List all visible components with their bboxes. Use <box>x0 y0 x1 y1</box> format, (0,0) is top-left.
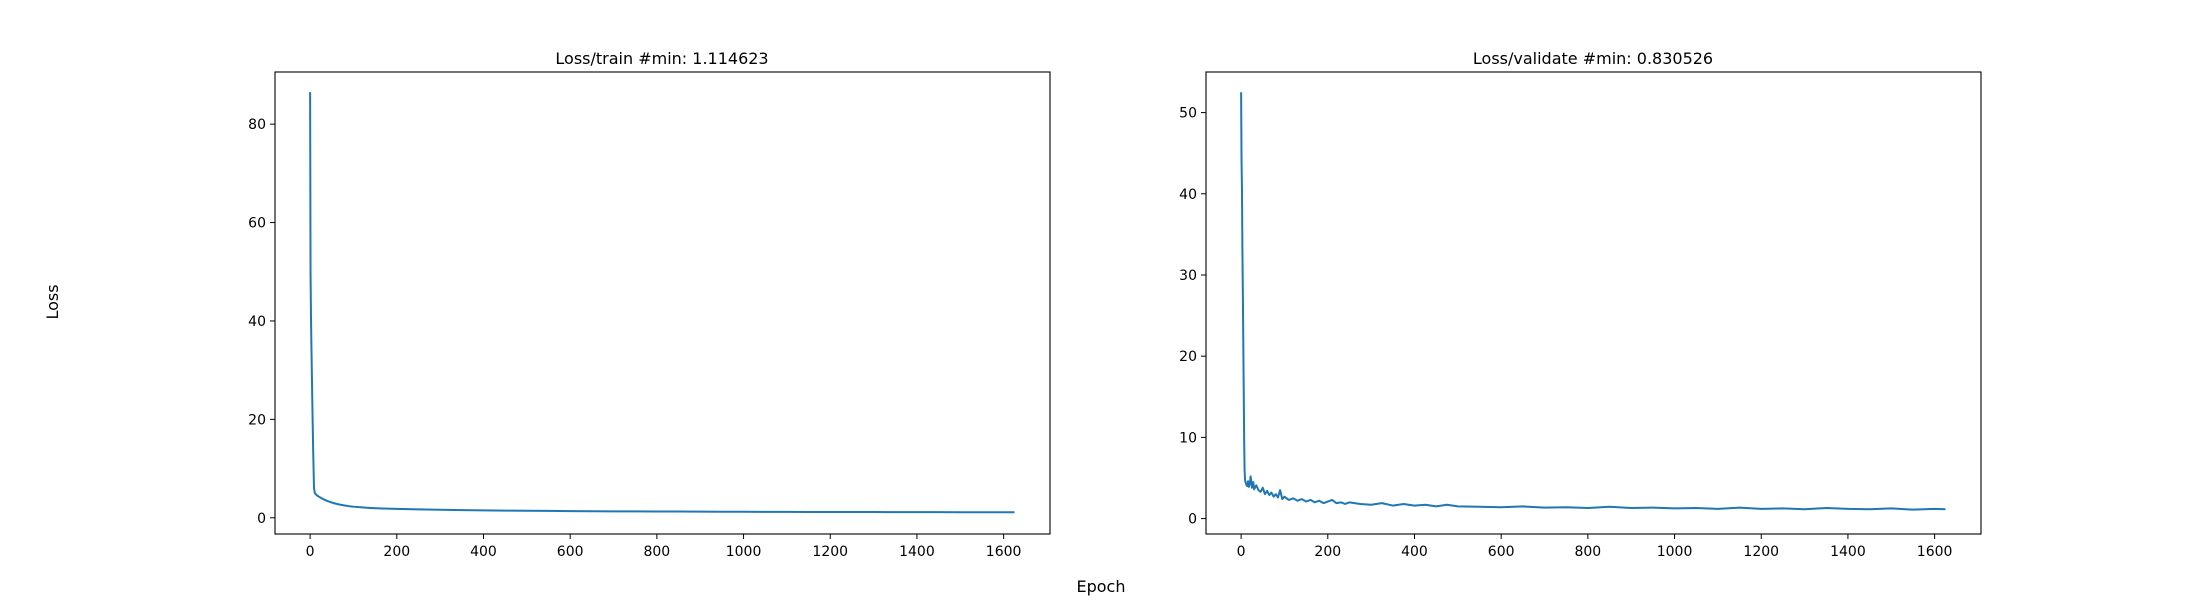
train-x-tick-label: 1600 <box>986 544 1022 560</box>
train-y-tick-label: 20 <box>248 412 266 428</box>
train-x-tick-label: 1400 <box>899 544 935 560</box>
train-x-tick-label: 800 <box>643 544 670 560</box>
train-y-ticks: 0 20 40 60 80 <box>248 117 275 527</box>
train-y-tick-label: 80 <box>248 117 266 133</box>
train-x-tick-label: 600 <box>557 544 584 560</box>
validate-x-tick-label: 800 <box>1574 544 1601 560</box>
validate-y-ticks: 0 10 20 30 40 50 <box>1179 106 1206 528</box>
train-loss-plot: Loss/train #min: 1.114623 0 200 400 600 800 1… <box>248 49 1051 560</box>
validate-x-tick-label: 400 <box>1401 544 1428 560</box>
train-y-tick-label: 60 <box>248 216 266 232</box>
validate-x-tick-label: 1400 <box>1830 544 1866 560</box>
validate-x-tick-label: 1000 <box>1657 544 1693 560</box>
train-plot-title: Loss/train #min: 1.114623 <box>555 49 768 68</box>
validate-y-tick-label: 40 <box>1179 187 1197 203</box>
validate-loss-plot: Loss/validate #min: 0.830526 0 200 400 600 8… <box>1179 49 1982 560</box>
train-loss-line <box>309 92 1015 514</box>
validate-y-tick-label: 0 <box>1188 512 1197 528</box>
validate-y-tick-label: 10 <box>1179 430 1197 446</box>
validate-x-tick-label: 200 <box>1314 544 1341 560</box>
train-x-tick-label: 1200 <box>812 544 848 560</box>
validate-plot-title: Loss/validate #min: 0.830526 <box>1473 49 1713 68</box>
validate-y-tick-label: 50 <box>1179 106 1197 122</box>
shared-x-axis-label: Epoch <box>1077 577 1126 596</box>
train-x-tick-label: 0 <box>306 544 315 560</box>
train-loss-series-group <box>309 92 1015 514</box>
validate-x-tick-label: 1600 <box>1917 544 1953 560</box>
train-plot-frame <box>274 71 1051 535</box>
shared-y-axis-label: Loss <box>43 284 62 319</box>
validate-plot-frame <box>1205 71 1982 535</box>
validate-loss-line <box>1240 92 1946 511</box>
train-x-ticks: 0 200 400 600 800 1000 1200 1400 1600 <box>306 534 1022 560</box>
validate-loss-series-group <box>1240 92 1946 511</box>
train-y-tick-label: 0 <box>257 511 266 527</box>
validate-y-tick-label: 30 <box>1179 268 1197 284</box>
train-x-tick-label: 200 <box>383 544 410 560</box>
validate-x-tick-label: 600 <box>1488 544 1515 560</box>
train-y-tick-label: 40 <box>248 314 266 330</box>
train-x-tick-label: 1000 <box>726 544 762 560</box>
validate-x-tick-label: 0 <box>1237 544 1246 560</box>
validate-y-tick-label: 20 <box>1179 349 1197 365</box>
validate-x-tick-label: 1200 <box>1743 544 1779 560</box>
validate-x-ticks: 0 200 400 600 800 1000 1200 1400 1600 <box>1237 534 1953 560</box>
train-x-tick-label: 400 <box>470 544 497 560</box>
